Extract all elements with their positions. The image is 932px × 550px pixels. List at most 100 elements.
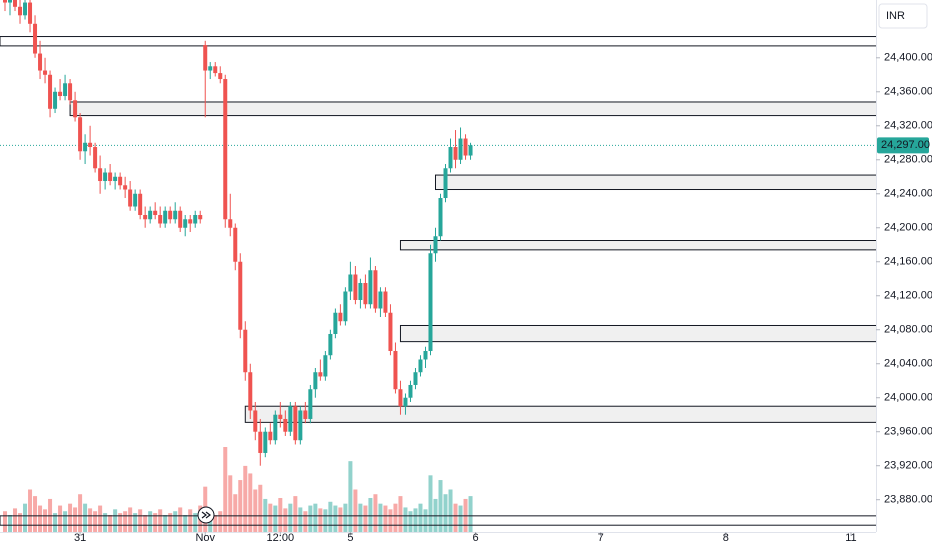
- volume-bar: [153, 513, 158, 532]
- y-tick-label: 24,400.00: [884, 52, 932, 64]
- volume-bar: [28, 489, 33, 532]
- candle-body: [263, 431, 268, 453]
- candle-body: [3, 0, 8, 3]
- candle-body: [13, 0, 18, 7]
- candle-body: [148, 210, 153, 220]
- candle-body: [433, 236, 438, 254]
- candle-body: [98, 168, 103, 182]
- candle-body: [283, 418, 288, 432]
- volume-bar: [218, 511, 223, 532]
- volume-bar: [268, 503, 273, 532]
- candle-body: [463, 138, 468, 156]
- candle-body: [253, 410, 258, 432]
- candle-body: [278, 414, 283, 419]
- volume-bar: [288, 503, 293, 532]
- candle-body: [273, 414, 278, 441]
- candle-body: [368, 270, 373, 305]
- candle-body: [243, 329, 248, 373]
- candle-body: [443, 168, 448, 199]
- volume-bar: [93, 511, 98, 532]
- volume-bar: [308, 505, 313, 532]
- y-tick-label: 24,240.00: [884, 188, 932, 200]
- candle-body: [298, 410, 303, 441]
- y-tick-label: 24,040.00: [884, 358, 932, 370]
- volume-bar: [118, 513, 123, 532]
- y-tick-label: 24,080.00: [884, 324, 932, 336]
- currency: INR: [886, 10, 905, 22]
- x-tick-label: 5: [347, 532, 353, 544]
- volume-bar: [38, 505, 43, 532]
- currency-box[interactable]: [878, 3, 928, 29]
- volume-bar: [188, 509, 193, 532]
- volume-bar: [193, 513, 198, 532]
- candle-body: [403, 397, 408, 407]
- candle-body: [448, 147, 453, 169]
- candle-body: [33, 23, 38, 54]
- candle-body: [348, 274, 353, 292]
- candle-body: [93, 147, 98, 169]
- volume-bar: [468, 496, 473, 532]
- zone: [69, 101, 876, 117]
- candle-body: [303, 410, 308, 419]
- volume-bar: [63, 511, 68, 532]
- candle-body: [468, 145, 473, 156]
- volume-bar: [458, 505, 463, 532]
- candle-body: [183, 219, 188, 228]
- y-tick-label: 23,880.00: [884, 494, 932, 506]
- volume-bar: [143, 515, 148, 532]
- y-tick-label: 24,360.00: [884, 86, 932, 98]
- candle-body: [53, 91, 58, 109]
- candle-body: [118, 176, 123, 186]
- candle-body: [143, 215, 148, 220]
- y-tick-label: 24,160.00: [884, 256, 932, 268]
- volume-bar: [413, 508, 418, 532]
- candle-body: [268, 431, 273, 441]
- volume-bar: [248, 473, 253, 532]
- volume-bar: [273, 505, 278, 532]
- candle-body: [248, 372, 253, 411]
- volume-bar: [113, 509, 118, 532]
- volume-bar: [303, 511, 308, 532]
- candle-body: [383, 291, 388, 313]
- volume-bar: [138, 509, 143, 532]
- candle-body: [18, 6, 23, 16]
- x-tick-label: Nov: [195, 532, 215, 544]
- candle-body: [293, 406, 298, 441]
- candle-body: [393, 350, 398, 390]
- candle-body: [328, 333, 333, 356]
- candle-body: [78, 117, 83, 152]
- volume-bar: [43, 509, 48, 532]
- volume-bar: [338, 507, 343, 532]
- candle-body: [258, 431, 263, 453]
- candle-body: [353, 274, 358, 300]
- candle-body: [373, 270, 378, 309]
- volume-bar: [283, 508, 288, 532]
- candle-body: [318, 372, 323, 377]
- volume-bar: [58, 505, 63, 532]
- volume-bar: [403, 507, 408, 532]
- volume-bar: [258, 484, 263, 532]
- y-tick-label: 23,920.00: [884, 460, 932, 472]
- volume-bar: [163, 515, 168, 532]
- volume-bar: [323, 509, 328, 532]
- volume-bar: [33, 496, 38, 532]
- muhurat-marker[interactable]: [197, 506, 215, 524]
- volume-bar: [348, 461, 353, 532]
- volume-bar: [128, 507, 133, 532]
- candle-body: [228, 219, 233, 228]
- zone: [399, 324, 876, 343]
- candle-body: [88, 142, 93, 148]
- candle-body: [333, 312, 338, 334]
- axes: 24,400.00 24,360.00 24,320.00 24,280.00 24,2…: [74, 52, 932, 544]
- volume-bar: [388, 509, 393, 532]
- candle-body: [103, 172, 108, 182]
- candle-body: [113, 176, 118, 182]
- candle-body: [188, 219, 193, 224]
- volume-bar: [78, 494, 83, 532]
- zone: [0, 515, 876, 526]
- candle-body: [428, 253, 433, 351]
- volume-bar: [358, 503, 363, 532]
- y-tick-label: 24,280.00: [884, 154, 932, 166]
